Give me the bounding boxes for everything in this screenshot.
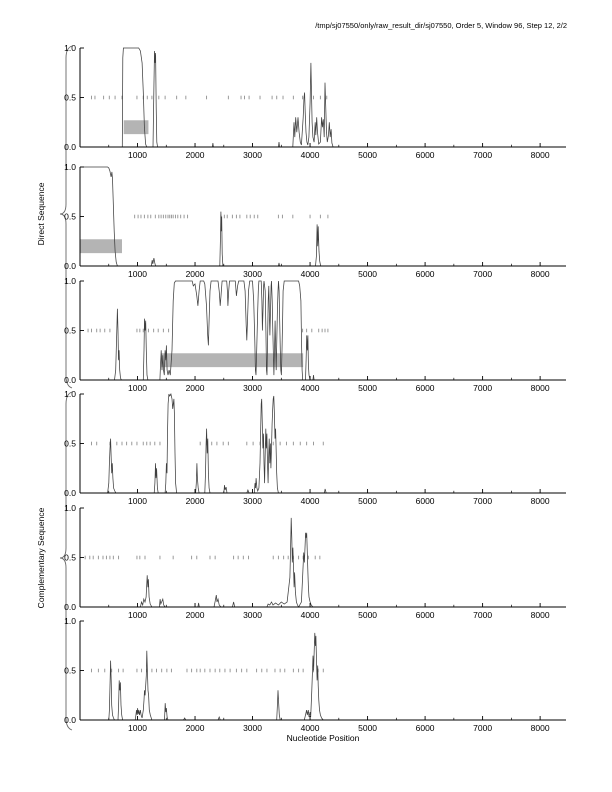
x-tick-label: 2000 — [186, 610, 205, 620]
x-tick-label: 1000 — [128, 150, 147, 160]
x-tick-label: 8000 — [531, 383, 550, 393]
x-tick-label: 8000 — [531, 269, 550, 279]
y-tick-label: 1.0 — [64, 503, 76, 513]
x-tick-label: 4000 — [301, 610, 320, 620]
x-tick-label: 3000 — [243, 496, 262, 506]
y-tick-label: 0.5 — [64, 666, 76, 676]
x-tick-label: 4000 — [301, 269, 320, 279]
x-tick-label: 2000 — [186, 723, 205, 733]
x-tick-label: 3000 — [243, 723, 262, 733]
y-tick-label: 1.0 — [64, 616, 76, 626]
y-tick-label: 0.0 — [64, 375, 76, 385]
x-tick-label: 3000 — [243, 610, 262, 620]
x-tick-label: 1000 — [128, 610, 147, 620]
panel-complementary-frame-2: 1000 2000 3000 4000 5000 6000 7000 8000 0.0 0.5 1.… — [64, 503, 566, 620]
x-tick-label: 6000 — [416, 610, 435, 620]
x-tick-label: 7000 — [473, 150, 492, 160]
x-tick-label: 7000 — [473, 610, 492, 620]
x-tick-label: 3000 — [243, 383, 262, 393]
y-tick-label: 0.0 — [64, 602, 76, 612]
x-tick-label: 6000 — [416, 269, 435, 279]
panel-complementary-frame-1: 1000 2000 3000 4000 5000 6000 7000 8000 0.0 0.5 1.… — [64, 389, 566, 506]
x-tick-label: 4000 — [301, 150, 320, 160]
panel-complementary-frame-3: 1000 2000 3000 4000 5000 6000 7000 8000 0.0 0.5 1.… — [64, 616, 566, 733]
x-tick-label: 5000 — [358, 269, 377, 279]
x-tick-label: 1000 — [128, 723, 147, 733]
y-tick-label: 0.5 — [64, 212, 76, 222]
y-tick-label: 1.0 — [64, 389, 76, 399]
x-tick-label: 4000 — [301, 496, 320, 506]
y-tick-label: 0.0 — [64, 142, 76, 152]
shaded-region — [80, 239, 122, 254]
y-tick-label: 0.5 — [64, 326, 76, 336]
x-axis-title: Nucleotide Position — [287, 733, 360, 743]
complementary-sequence-group: Complementary Sequence — [36, 391, 73, 731]
x-tick-label: 1000 — [128, 383, 147, 393]
signal-curve — [80, 632, 566, 721]
x-tick-label: 7000 — [473, 496, 492, 506]
figure-title: /tmp/sj07550/only/raw_result_dir/sj07550… — [315, 21, 567, 30]
x-tick-label: 4000 — [301, 723, 320, 733]
x-tick-label: 6000 — [416, 723, 435, 733]
direct-sequence-brace — [59, 45, 73, 389]
x-tick-label: 2000 — [186, 383, 205, 393]
y-tick-label: 1.0 — [64, 43, 76, 53]
x-tick-label: 3000 — [243, 150, 262, 160]
y-tick-label: 0.0 — [64, 261, 76, 271]
signal-curve — [80, 47, 566, 148]
y-tick-label: 1.0 — [64, 276, 76, 286]
panel-direct-frame-1: 1000 2000 3000 4000 5000 6000 7000 8000 0.0 0.5 1.… — [64, 43, 566, 160]
x-tick-label: 7000 — [473, 723, 492, 733]
complementary-sequence-label: Complementary Sequence — [36, 507, 46, 608]
x-tick-label: 3000 — [243, 269, 262, 279]
y-tick-label: 0.5 — [64, 553, 76, 563]
x-tick-label: 2000 — [186, 269, 205, 279]
x-tick-label: 5000 — [358, 496, 377, 506]
x-tick-label: 8000 — [531, 150, 550, 160]
direct-sequence-label: Direct Sequence — [36, 182, 46, 245]
x-tick-label: 1000 — [128, 496, 147, 506]
x-tick-label: 7000 — [473, 383, 492, 393]
x-tick-label: 5000 — [358, 610, 377, 620]
complementary-sequence-brace — [59, 391, 73, 731]
y-tick-label: 0.5 — [64, 439, 76, 449]
x-tick-label: 5000 — [358, 723, 377, 733]
x-tick-label: 4000 — [301, 383, 320, 393]
x-tick-label: 6000 — [416, 496, 435, 506]
panel-direct-frame-3: 1000 2000 3000 4000 5000 6000 7000 8000 0.0 0.5 1.… — [64, 276, 566, 393]
x-tick-label: 6000 — [416, 150, 435, 160]
y-tick-label: 0.0 — [64, 488, 76, 498]
y-tick-label: 1.0 — [64, 162, 76, 172]
x-tick-label: 5000 — [358, 150, 377, 160]
x-tick-label: 8000 — [531, 723, 550, 733]
y-tick-label: 0.0 — [64, 715, 76, 725]
x-tick-label: 6000 — [416, 383, 435, 393]
direct-sequence-group: Direct Sequence — [36, 45, 73, 389]
y-tick-label: 0.5 — [64, 93, 76, 103]
x-tick-label: 2000 — [186, 150, 205, 160]
x-tick-label: 2000 — [186, 496, 205, 506]
signal-curve — [80, 166, 566, 267]
panels-container: 1000 2000 3000 4000 5000 6000 7000 8000 0.0 0.5 1.… — [64, 43, 566, 733]
x-tick-label: 8000 — [531, 496, 550, 506]
signal-curve — [80, 517, 566, 608]
signal-curve — [80, 280, 566, 381]
panel-direct-frame-2: 1000 2000 3000 4000 5000 6000 7000 8000 0.0 0.5 1.… — [64, 162, 566, 279]
x-tick-label: 5000 — [358, 383, 377, 393]
x-tick-label: 1000 — [128, 269, 147, 279]
shaded-region — [123, 120, 149, 135]
x-tick-label: 8000 — [531, 610, 550, 620]
x-tick-label: 7000 — [473, 269, 492, 279]
